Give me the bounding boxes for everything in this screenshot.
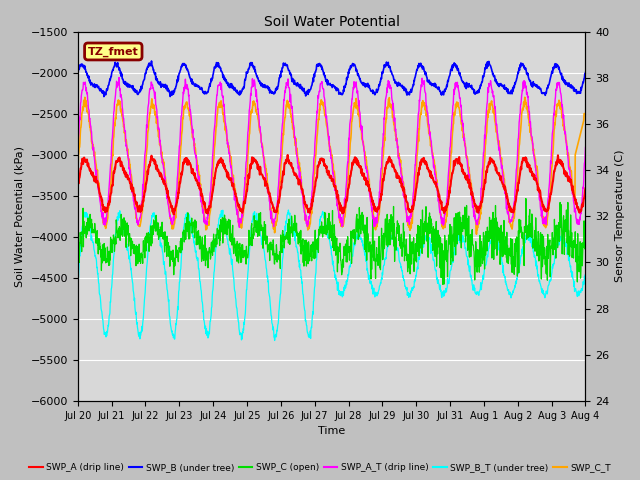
Y-axis label: Sensor Temperature (C): Sensor Temperature (C)	[615, 150, 625, 283]
X-axis label: Time: Time	[318, 426, 345, 436]
Text: TZ_fmet: TZ_fmet	[88, 47, 139, 57]
Title: Soil Water Potential: Soil Water Potential	[264, 15, 399, 29]
Legend: SWP_A (drip line), SWP_B (under tree), SWP_C (open), SWP_A_T (drip line), SWP_B_: SWP_A (drip line), SWP_B (under tree), S…	[26, 459, 614, 476]
Y-axis label: Soil Water Potential (kPa): Soil Water Potential (kPa)	[15, 146, 25, 287]
